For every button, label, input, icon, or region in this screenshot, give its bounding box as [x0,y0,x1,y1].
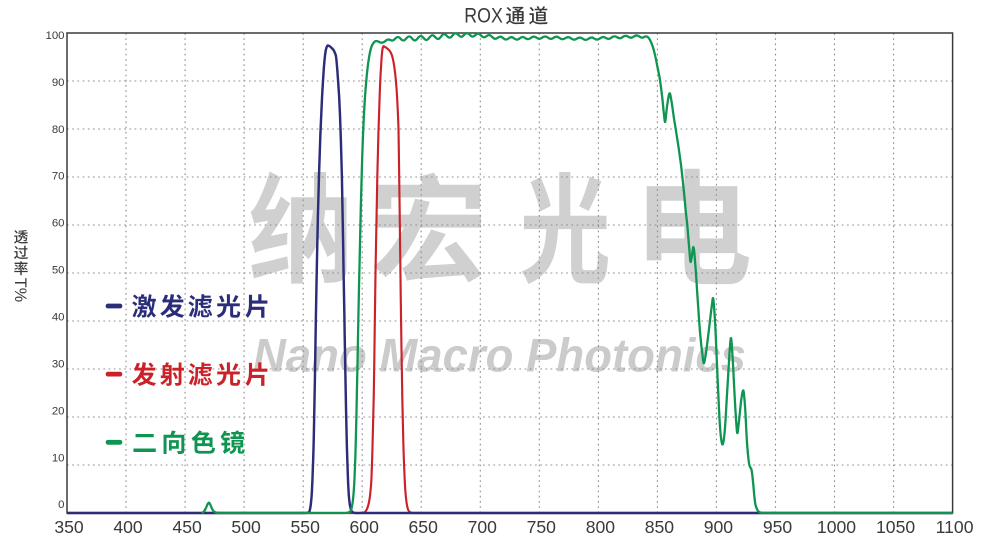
svg-text:1100: 1100 [936,517,974,537]
svg-text:500: 500 [231,517,261,537]
svg-text:900: 900 [704,517,734,537]
svg-text:50: 50 [52,265,65,277]
svg-text:550: 550 [291,517,321,537]
svg-text:80: 80 [52,124,65,136]
svg-text:400: 400 [113,517,143,537]
svg-text:850: 850 [645,517,675,537]
svg-text:800: 800 [586,517,616,537]
svg-text:30: 30 [52,358,65,370]
svg-text:40: 40 [52,312,65,324]
svg-text:ROX: ROX [464,5,503,28]
svg-text:Nano Macro Photonics: Nano Macro Photonics [253,328,746,381]
svg-text:1000: 1000 [817,517,856,537]
svg-text:950: 950 [763,517,793,537]
svg-text:100: 100 [45,30,64,42]
svg-text:20: 20 [52,405,65,417]
svg-text:700: 700 [468,517,498,537]
svg-text:650: 650 [409,517,439,537]
svg-text:70: 70 [52,171,65,183]
svg-text:350: 350 [54,517,84,537]
svg-text:1050: 1050 [876,517,915,537]
svg-text:T%: T% [11,278,29,302]
svg-text:60: 60 [52,218,65,230]
svg-text:750: 750 [527,517,557,537]
svg-text:450: 450 [172,517,202,537]
svg-text:600: 600 [350,517,380,537]
svg-text:10: 10 [52,452,65,464]
svg-text:90: 90 [52,77,65,89]
svg-text:0: 0 [58,499,64,511]
